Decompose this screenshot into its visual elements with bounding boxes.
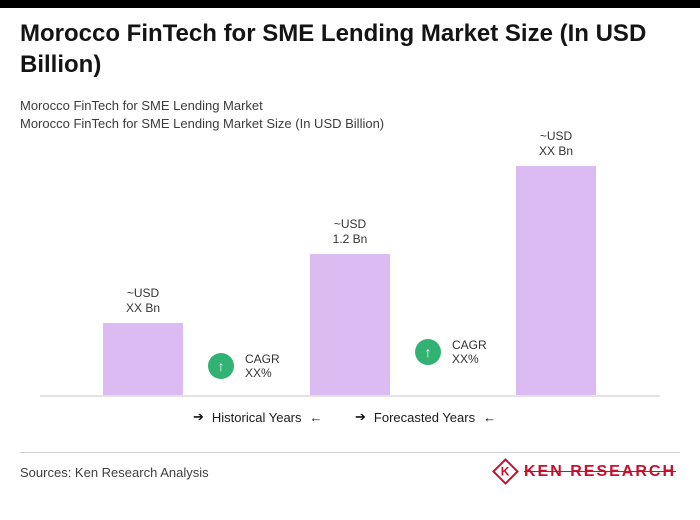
bar-value-label: ~USD XX Bn bbox=[538, 129, 574, 158]
bar-forecast bbox=[516, 166, 596, 395]
ken-research-k-icon: K bbox=[492, 458, 519, 485]
bar-historical-start bbox=[103, 323, 183, 395]
cagr-badge-historical: ↑ CAGR XX% bbox=[208, 352, 280, 380]
cagr-word: CAGR bbox=[245, 352, 280, 366]
subtitle-block: Morocco FinTech for SME Lending Market M… bbox=[20, 97, 384, 133]
cagr-badge-forecast: ↑ CAGR XX% bbox=[415, 338, 487, 366]
forecasted-years-label: Forecasted Years bbox=[373, 409, 476, 425]
arrow-left-icon: ← bbox=[483, 409, 497, 425]
bar-value-label: ~USD 1.2 Bn bbox=[332, 217, 368, 246]
arrow-right-icon: ➔ bbox=[355, 409, 366, 424]
up-arrow-icon: ↑ bbox=[415, 339, 441, 365]
arrow-right-icon: ➔ bbox=[193, 409, 204, 424]
logo-wordmark: KEN RESEARCH bbox=[523, 462, 676, 480]
subtitle-line-2: Morocco FinTech for SME Lending Market S… bbox=[20, 115, 384, 133]
subtitle-line-1-text: Morocco FinTech for SME Lending Market bbox=[20, 98, 263, 113]
bar-chart: ~USD XX Bn ~USD 1.2 Bn ~USD XX Bn ↑ CAGR… bbox=[0, 120, 700, 397]
axis-section-historical: ➔ Historical Years ← bbox=[193, 409, 323, 425]
cagr-label: CAGR XX% bbox=[245, 352, 280, 380]
top-accent-bar bbox=[0, 0, 700, 8]
cagr-word: CAGR bbox=[452, 338, 487, 352]
cagr-value: XX% bbox=[245, 366, 272, 380]
bar-value-label: ~USD XX Bn bbox=[125, 286, 161, 315]
cagr-label: CAGR XX% bbox=[452, 338, 487, 366]
page-title: Morocco FinTech for SME Lending Market S… bbox=[20, 20, 647, 78]
sources-text: Sources: Ken Research Analysis bbox=[20, 465, 209, 480]
axis-section-forecasted: ➔ Forecasted Years ← bbox=[355, 409, 496, 425]
ken-research-logo: K KEN RESEARCH bbox=[492, 458, 676, 485]
bar-group-forecast: ~USD XX Bn bbox=[516, 129, 596, 395]
bar-current bbox=[310, 254, 390, 395]
bar-group-historical-start: ~USD XX Bn bbox=[103, 286, 183, 395]
subtitle-line-1: Morocco FinTech for SME Lending Market bbox=[20, 97, 384, 115]
x-axis-baseline bbox=[40, 395, 660, 397]
cagr-value: XX% bbox=[452, 352, 479, 366]
bar-group-current: ~USD 1.2 Bn bbox=[310, 217, 390, 395]
historical-years-label: Historical Years bbox=[211, 409, 302, 425]
arrow-left-icon: ← bbox=[309, 409, 323, 425]
up-arrow-icon: ↑ bbox=[208, 353, 234, 379]
logo-k-letter: K bbox=[501, 464, 510, 479]
footer-divider bbox=[20, 452, 680, 453]
subtitle-line-2-text: Morocco FinTech for SME Lending Market S… bbox=[20, 116, 385, 131]
